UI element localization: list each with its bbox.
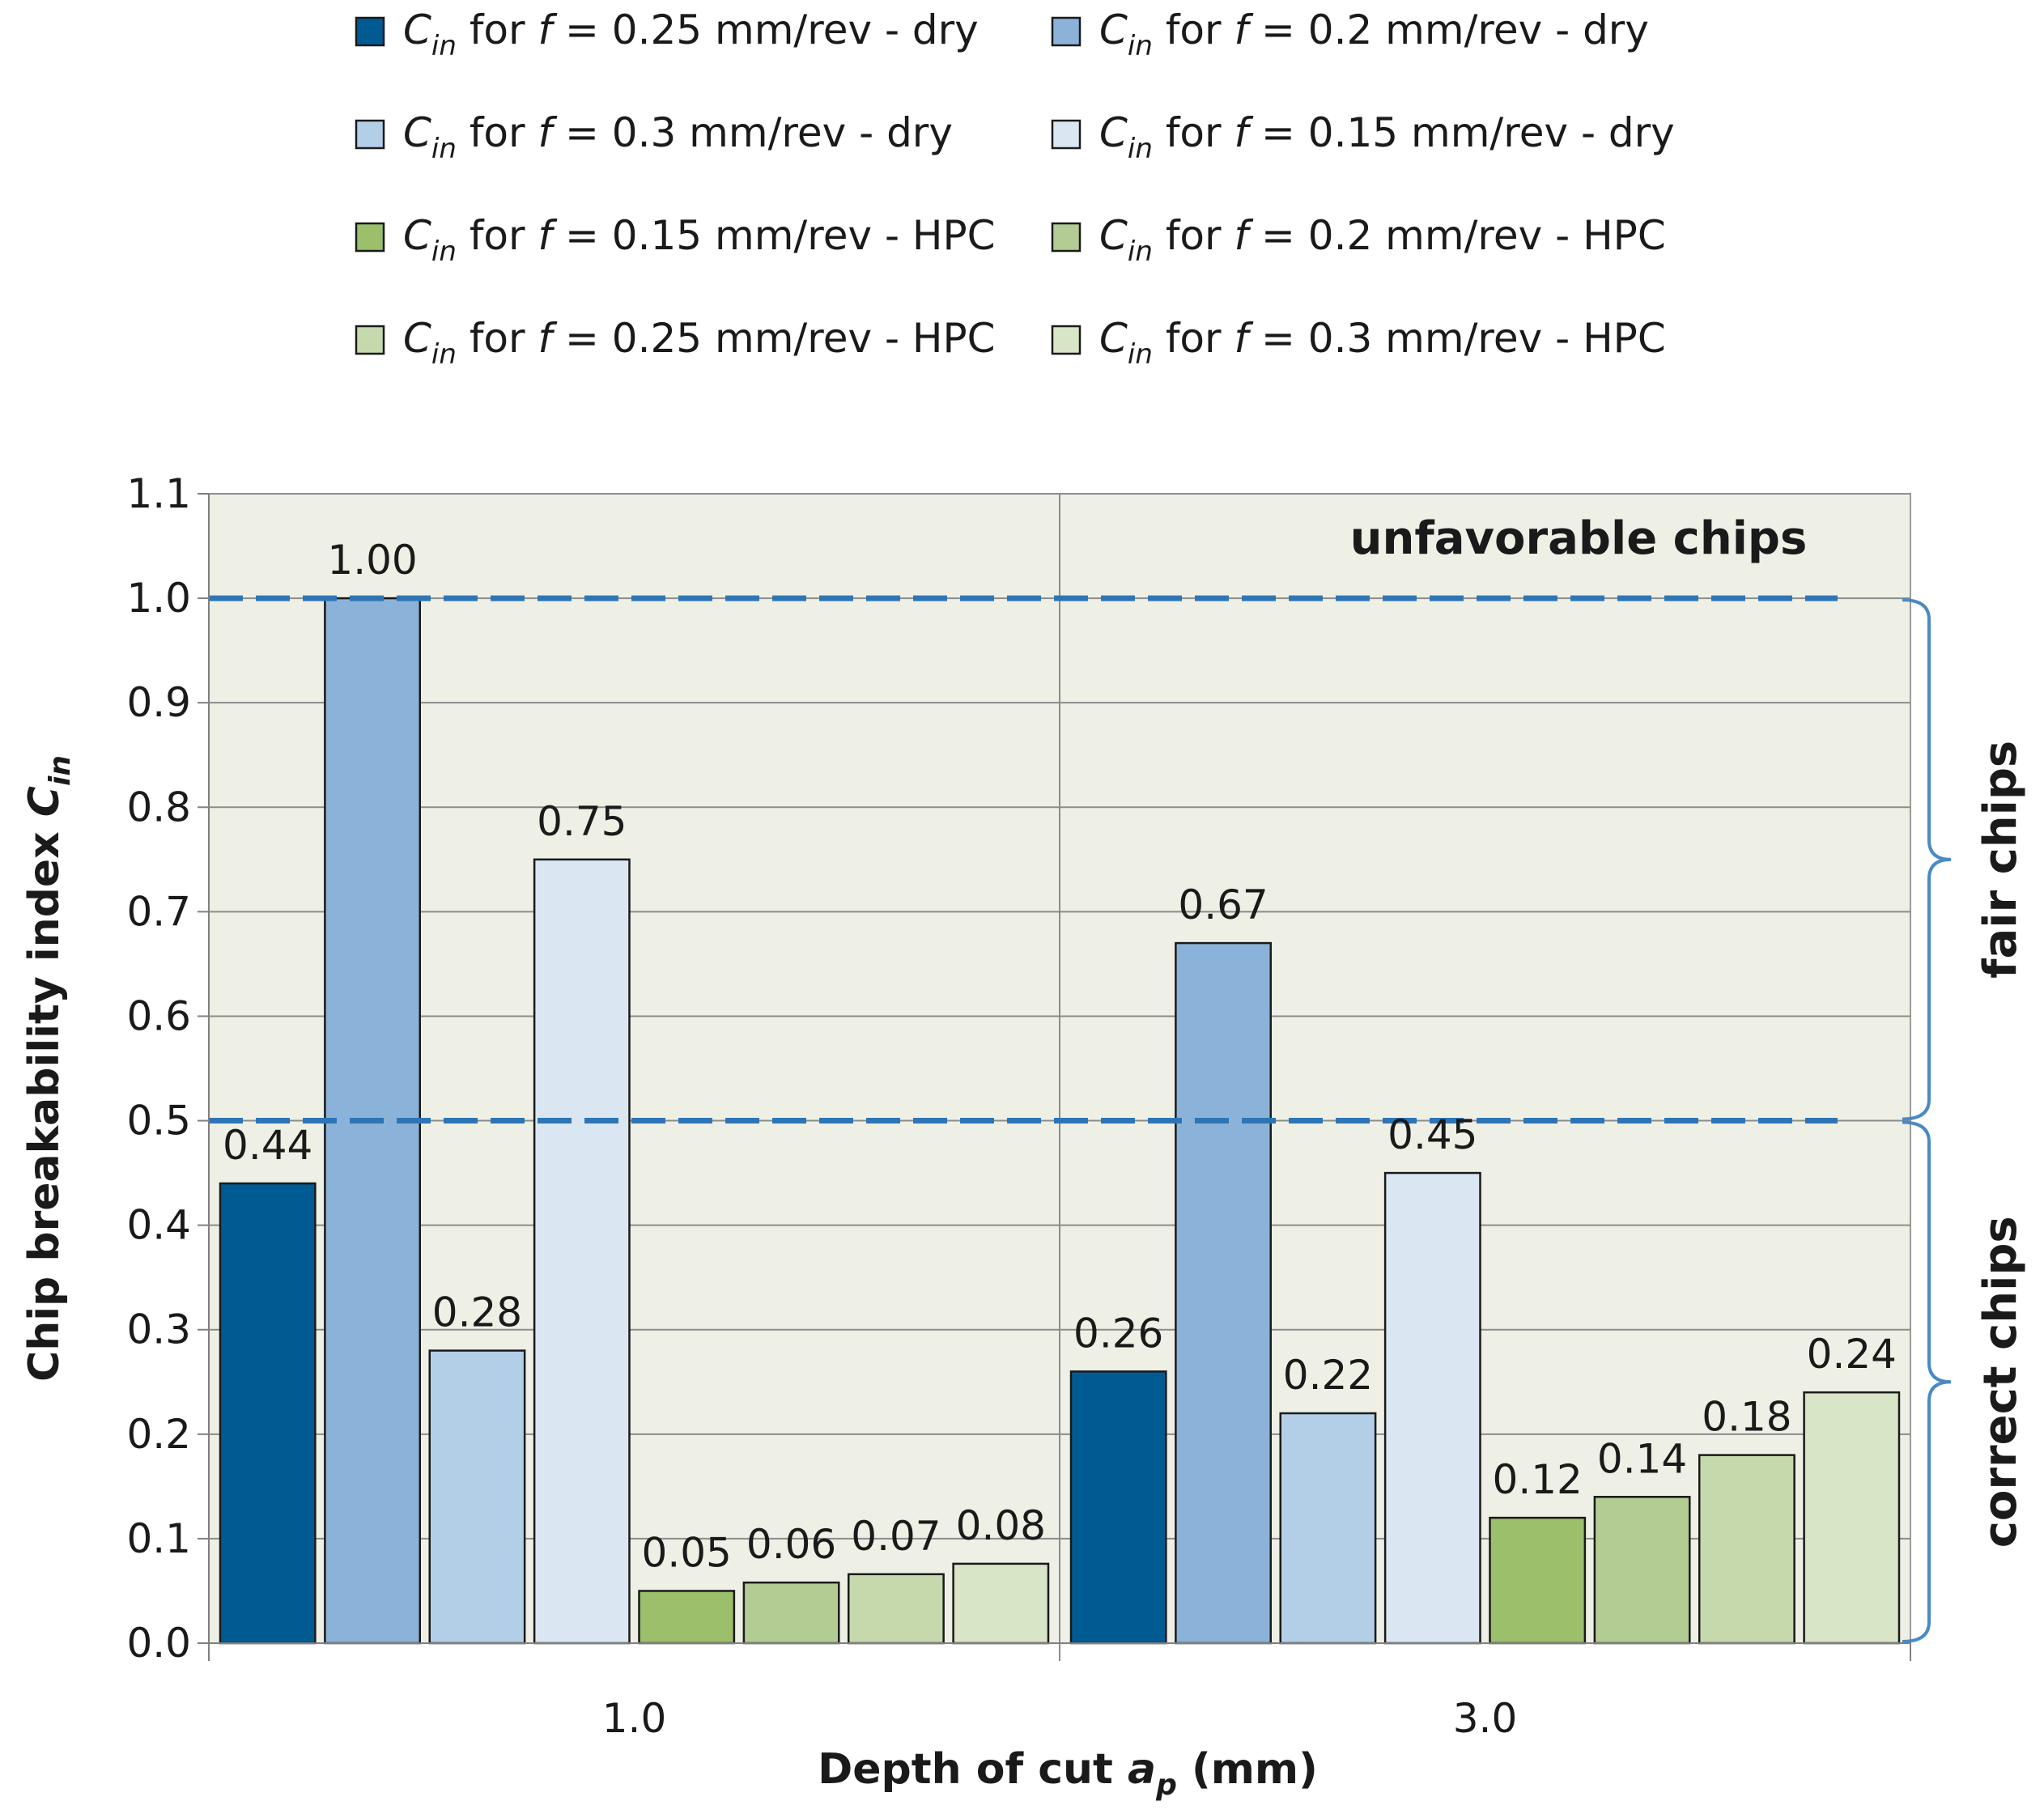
x-tick-label: 1.0 [602, 1695, 667, 1742]
bar [1175, 941, 1272, 1645]
legend-swatch [1051, 16, 1081, 47]
bar [1069, 1370, 1167, 1645]
x-axis-title: Depth of cut ap (mm) [818, 1745, 1318, 1802]
legend-swatch [355, 222, 385, 253]
threshold-lines [209, 595, 1838, 1124]
y-tick-label: 0.9 [126, 679, 191, 726]
y-tick-label: 0.0 [126, 1620, 191, 1667]
legend-label: Cin for f = 0.25 mm/rev - HPC [403, 315, 996, 371]
data-labels: 0.44 1.00 0.28 0.75 0.05 0.06 0.07 0.08 0.26 0.67… [223, 537, 1897, 1576]
data-label: 0.18 [1702, 1394, 1791, 1441]
data-label: 0.28 [432, 1289, 522, 1336]
legend-swatch [1051, 222, 1081, 253]
legend-label: Cin for f = 0.2 mm/rev - dry [1099, 6, 1649, 62]
data-label: 0.24 [1807, 1331, 1897, 1378]
bar [742, 1581, 840, 1645]
legend-label: Cin for f = 0.15 mm/rev - dry [1099, 109, 1675, 165]
x-tick-label: 3.0 [1453, 1695, 1518, 1742]
data-label: 0.12 [1493, 1456, 1583, 1503]
data-label: 0.08 [956, 1502, 1046, 1549]
legend-label: Cin for f = 0.15 mm/rev - HPC [403, 212, 996, 268]
data-label: 0.26 [1073, 1310, 1163, 1357]
zone-brace [1902, 1120, 1952, 1643]
zone-label: correct chips [1974, 1216, 2027, 1548]
y-tick-label: 0.5 [126, 1098, 191, 1145]
legend-swatch [1051, 119, 1081, 150]
bars [219, 597, 1901, 1645]
bar [1279, 1412, 1377, 1645]
zone-label: unfavorable chips [1350, 512, 1808, 565]
data-label: 1.00 [327, 537, 417, 584]
data-label: 0.14 [1597, 1435, 1687, 1482]
y-tick-label: 0.7 [126, 888, 191, 935]
bar [638, 1590, 736, 1645]
data-label: 0.22 [1283, 1352, 1373, 1399]
legend-swatch [355, 16, 385, 47]
legend-swatch [355, 119, 385, 150]
legend-label: Cin for f = 0.3 mm/rev - dry [403, 109, 953, 165]
bar [1489, 1516, 1587, 1645]
y-tick-label: 0.1 [126, 1515, 191, 1562]
axes: 0.0 0.1 0.2 0.3 0.4 0.5 0.6 0.7 0.8 0.9 1.0 1.1 1.0 3… [20, 470, 1911, 1802]
legend-label: Cin for f = 0.3 mm/rev - HPC [1099, 315, 1666, 371]
y-tick-label: 0.8 [126, 784, 191, 830]
y-tick-label: 0.4 [126, 1202, 191, 1249]
data-label: 0.06 [746, 1521, 836, 1568]
data-label: 0.45 [1387, 1111, 1477, 1158]
y-tick-label: 1.1 [126, 470, 191, 517]
y-tick-label: 0.2 [126, 1411, 191, 1458]
bar [1698, 1454, 1795, 1645]
zone-label: fair chips [1974, 741, 2027, 979]
legend-label: Cin for f = 0.2 mm/rev - HPC [1099, 212, 1666, 268]
data-label: 0.44 [223, 1122, 312, 1169]
bar [533, 858, 631, 1645]
bar [1383, 1171, 1481, 1645]
bar [428, 1349, 526, 1645]
data-label: 0.05 [642, 1529, 732, 1576]
legend-label: Cin for f = 0.25 mm/rev - dry [403, 6, 979, 62]
y-tick-label: 0.3 [126, 1306, 191, 1353]
data-label: 0.07 [851, 1513, 941, 1560]
zone-brace [1902, 598, 1952, 1121]
data-label: 0.67 [1178, 881, 1268, 928]
y-tick-label: 1.0 [126, 575, 191, 622]
legend: Cin for f = 0.25 mm/rev - dry Cin for f =… [355, 6, 1675, 371]
legend-swatch [355, 325, 385, 355]
bar [219, 1182, 317, 1645]
bar [952, 1562, 1050, 1645]
bar [848, 1573, 945, 1645]
zone-annotations: unfavorable chips fair chips correct chips [1350, 512, 2027, 1643]
y-tick-label: 0.6 [126, 992, 191, 1039]
legend-swatch [1051, 325, 1081, 355]
y-axis-title: Chip breakability index Cin [20, 755, 77, 1382]
bar [1593, 1496, 1691, 1645]
data-label: 0.75 [537, 798, 627, 845]
bar [1803, 1391, 1901, 1645]
